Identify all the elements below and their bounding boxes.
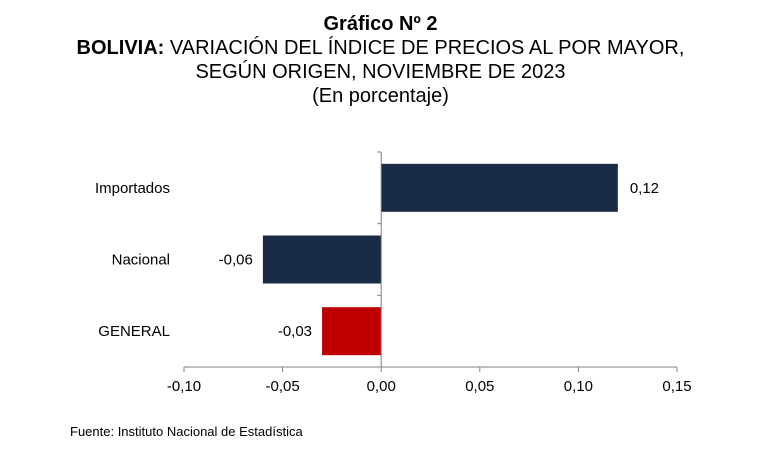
x-tick-label: 0,00 — [367, 378, 396, 395]
category-label-importados: Importados — [95, 180, 170, 197]
category-label-nacional: Nacional — [112, 252, 170, 269]
x-tick-label: 0,15 — [662, 378, 691, 395]
chart-title: Gráfico Nº 2 — [323, 13, 438, 35]
chart-subtitle-line2: SEGÚN ORIGEN, NOVIEMBRE DE 2023 — [195, 61, 566, 83]
subtitle-text: VARIACIÓN DEL ÍNDICE DE PRECIOS AL POR M… — [164, 37, 685, 59]
bar-importados — [381, 163, 618, 212]
value-label-nacional: -0,06 — [219, 252, 253, 269]
chart-unit: (En porcentaje) — [312, 85, 449, 107]
source-note: Fuente: Instituto Nacional de Estadístic… — [70, 424, 303, 439]
bar-general — [322, 307, 382, 356]
x-tick-label: -0,05 — [265, 378, 299, 395]
chart-titles: Gráfico Nº 2 BOLIVIA: VARIACIÓN DEL ÍNDI… — [0, 12, 761, 108]
x-tick-label: -0,10 — [167, 378, 201, 395]
value-label-general: -0,03 — [278, 323, 312, 340]
x-tick-label: 0,10 — [564, 378, 593, 395]
chart-subtitle: BOLIVIA: VARIACIÓN DEL ÍNDICE DE PRECIOS… — [0, 36, 761, 60]
bar-chart: Importados 0,12 Nacional -0,06 GENERAL -0,03 -… — [95, 151, 692, 395]
bar-nacional — [262, 235, 382, 284]
value-label-importados: 0,12 — [630, 180, 659, 197]
subtitle-country: BOLIVIA: — [76, 37, 165, 59]
category-label-general: GENERAL — [98, 323, 170, 340]
x-tick-label: 0,05 — [465, 378, 494, 395]
